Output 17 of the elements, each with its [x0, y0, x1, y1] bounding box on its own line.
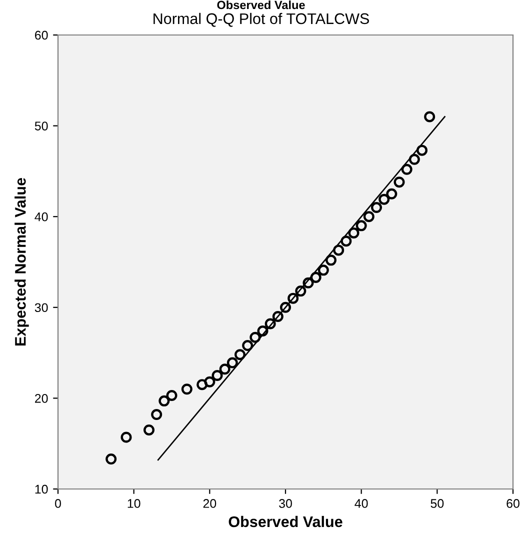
y-tick-label: 40 — [34, 212, 48, 222]
x-tick-label: 40 — [354, 499, 368, 508]
chart-title: Normal Q-Q Plot of TOTALCWS — [154, 12, 369, 27]
text: Observed Value — [217, 0, 305, 10]
y-tick-label: 60 — [35, 30, 48, 40]
y-tick-label: 10 — [35, 484, 48, 494]
x-tick-label: 30 — [279, 499, 292, 508]
y-tick-label: 20 — [35, 394, 48, 403]
y-tick-label: 50 — [34, 122, 48, 130]
x-axis-title: Observed Value — [228, 516, 342, 528]
x-tick-label: 50 — [430, 499, 444, 508]
x-tick-label: 20 — [203, 499, 216, 508]
x-tick-label: 10 — [128, 499, 140, 508]
y-axis-title: Expected Normal Value — [14, 178, 29, 346]
x-tick-label: 60 — [506, 499, 520, 508]
y-tick-label: 30 — [34, 303, 48, 312]
x-tick-label: 0 — [55, 499, 61, 508]
